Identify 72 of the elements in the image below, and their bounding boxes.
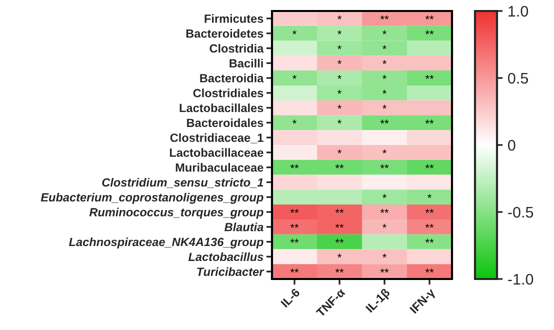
y-tick-label: Blautia [224,222,264,232]
data-label: ** [290,268,299,272]
data-label: * [382,149,386,154]
data-label: * [382,194,386,198]
data-label: * [338,90,342,94]
y-tick-label: Bacteroidetes [186,29,264,38]
y-tick-label: Clostridiaceae_1 [170,133,264,144]
data-label: * [338,30,342,34]
data-label: ** [335,224,344,228]
y-tick-label: Lactobacillus [188,252,264,262]
data-label: * [338,75,342,79]
data-label: * [382,254,386,258]
data-label: ** [335,164,344,168]
color-bar-label: -1.0 [508,274,534,285]
data-label: ** [380,15,389,20]
data-label: ** [290,224,299,228]
data-label: * [382,60,386,64]
data-label: * [382,30,386,34]
data-label: * [382,224,386,228]
data-label: ** [290,164,299,168]
data-label: * [292,120,296,124]
x-tick-label: IL-6 [280,288,300,308]
y-tick-label: Clostridium_sensu_stricto_1 [102,178,264,188]
y-tick-label: Bacilli [230,58,263,68]
data-label: ** [425,238,434,243]
data-label: * [292,75,296,79]
y-tick-label: Eubacterium_coprostanoligenes_group [40,192,264,204]
y-tick-label: Lachnospiraceae_NK4A136_group [69,238,264,249]
data-label: ** [425,30,434,34]
data-label: * [428,194,432,198]
data-label: ** [290,238,299,243]
y-tick-label: Bacteroidales [187,118,264,128]
data-label: * [382,104,386,109]
y-tick-label: Lactobacillales [180,104,264,112]
y-tick-label: Bacteroidia [200,74,264,82]
data-label: * [338,45,342,50]
data-label: * [338,254,342,258]
y-tick-label: Lactobacillaceae [170,148,264,157]
data-label: * [338,60,342,64]
data-label: ** [425,268,434,272]
data-label: * [382,45,386,50]
y-tick-label: Muribaculaceae [176,163,264,172]
data-label: * [382,90,386,94]
color-bar-label: 0.5 [508,72,528,84]
data-label: ** [290,209,299,213]
data-label: * [382,75,386,79]
data-label: * [292,30,296,34]
data-label: ** [425,164,434,168]
data-label: ** [380,209,389,213]
data-label: ** [335,209,344,213]
y-tick-label: Turicibacter [197,267,264,276]
data-label: ** [335,268,344,272]
data-label: ** [380,164,389,168]
data-label: * [338,149,342,154]
y-tick-label: Firmicutes [204,14,264,23]
data-label: ** [425,209,434,213]
data-label: * [338,120,342,124]
data-label: * [338,15,342,20]
y-tick-label: Ruminococcus_torques_group [89,208,264,219]
color-bar-label: 0 [508,140,516,151]
data-label: ** [380,268,389,272]
data-label: ** [425,224,434,228]
data-label: ** [425,15,434,20]
color-bar-label: 1.0 [508,6,528,17]
data-label: ** [425,120,434,124]
y-tick-label: Clostridia [210,44,264,53]
y-tick-label: Clostridiales [193,88,264,98]
data-label: ** [335,238,344,243]
data-label: ** [380,120,389,124]
color-bar-label: -0.5 [508,206,534,218]
data-label: ** [425,75,434,79]
data-label: * [338,104,342,109]
